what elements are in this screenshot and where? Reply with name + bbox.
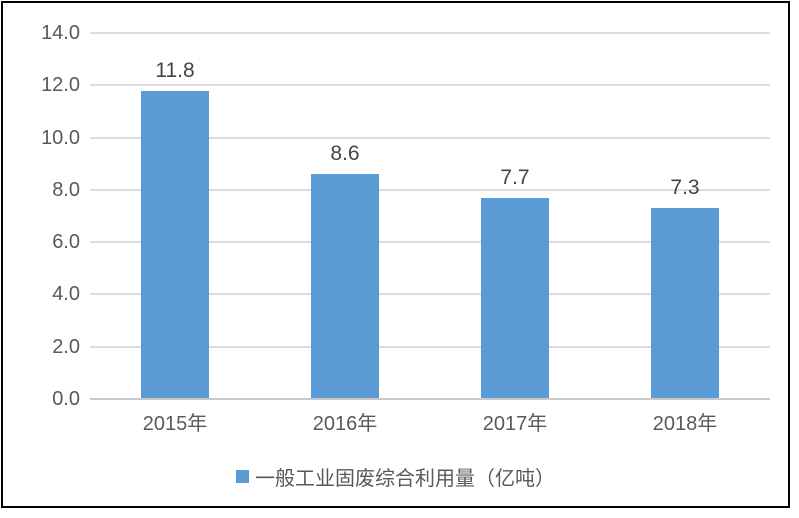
gridline <box>90 345 770 348</box>
bar-2018年 <box>651 208 719 398</box>
gridline <box>90 32 770 34</box>
bar-value-label: 7.3 <box>670 176 700 200</box>
y-axis-tick-label: 4.0 <box>52 283 80 306</box>
y-axis-tick-label: 8.0 <box>52 178 80 201</box>
gridline <box>90 188 770 191</box>
x-axis-tick-label: 2018年 <box>652 413 718 435</box>
y-axis-tick-label: 0.0 <box>52 388 80 410</box>
x-axis-tick-label: 2015年 <box>142 413 208 435</box>
bar-2017年 <box>481 197 549 398</box>
bar-2015年 <box>141 90 209 398</box>
x-axis-line <box>90 398 770 400</box>
x-axis-tick-label: 2017年 <box>482 413 548 435</box>
bar-value-label: 11.8 <box>155 58 195 82</box>
bar-value-label: 8.6 <box>330 142 360 166</box>
gridline <box>90 241 770 244</box>
y-axis-tick-label: 2.0 <box>52 335 80 358</box>
y-axis-tick-label: 6.0 <box>52 231 80 254</box>
gridline <box>90 84 770 87</box>
chart-legend: 一般工业固废综合利用量（亿吨） <box>3 462 788 491</box>
legend-swatch-icon <box>236 470 249 483</box>
y-axis-tick-label: 14.0 <box>41 22 80 44</box>
bar-value-label: 7.7 <box>500 165 530 189</box>
bar-2016年 <box>311 174 379 398</box>
x-axis-tick-label: 2016年 <box>312 413 378 435</box>
gridline <box>90 293 770 296</box>
gridline <box>90 136 770 139</box>
y-axis-tick-label: 10.0 <box>41 126 80 149</box>
legend-label: 一般工业固废综合利用量（亿吨） <box>255 468 555 490</box>
chart-frame: 一般工业固废综合利用量（亿吨） 0.0 2.0 4.0 6.0 8.0 10.0 12.0 1… <box>1 1 790 508</box>
y-axis-tick-label: 12.0 <box>41 74 80 97</box>
